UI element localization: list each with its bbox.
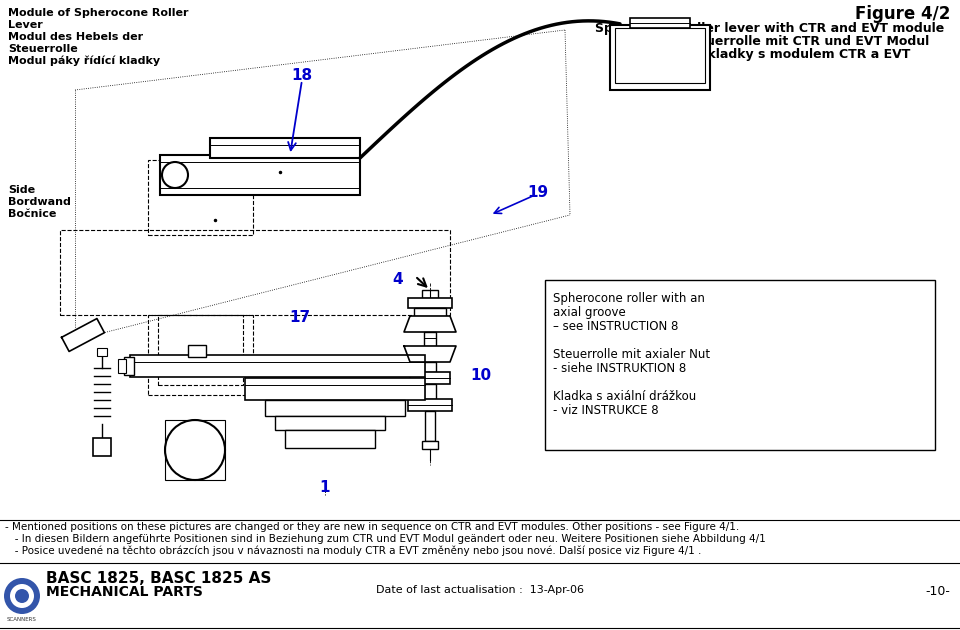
Bar <box>610 25 710 90</box>
Text: - viz INSTRUKCE 8: - viz INSTRUKCE 8 <box>553 404 659 417</box>
Polygon shape <box>404 316 456 332</box>
Bar <box>545 280 935 450</box>
Text: Figure 4/2: Figure 4/2 <box>854 5 950 23</box>
Bar <box>60 230 450 315</box>
Text: Lever: Lever <box>8 20 43 30</box>
Bar <box>148 315 253 395</box>
Bar <box>118 359 126 373</box>
Bar <box>97 348 107 356</box>
Text: Date of last actualisation :  13-Apr-06: Date of last actualisation : 13-Apr-06 <box>376 585 584 595</box>
Text: 17: 17 <box>289 310 311 325</box>
Bar <box>424 362 436 372</box>
Bar <box>425 411 435 441</box>
Bar <box>424 384 436 399</box>
Bar <box>630 18 690 28</box>
Bar <box>165 420 225 480</box>
Text: Páka řídící kladky s modulem CTR a EVT: Páka řídící kladky s modulem CTR a EVT <box>630 48 910 61</box>
Bar <box>265 400 405 416</box>
Bar <box>188 345 206 357</box>
Text: Steuerrolle mit axialer Nut: Steuerrolle mit axialer Nut <box>553 348 710 361</box>
Bar <box>408 298 452 308</box>
Bar <box>424 332 436 346</box>
Text: - In diesen Bildern angeführte Positionen sind in Beziehung zum CTR und EVT Modu: - In diesen Bildern angeführte Positione… <box>5 534 766 544</box>
Text: 10: 10 <box>470 367 492 382</box>
Bar <box>245 378 425 400</box>
Text: Modul páky řídící kladky: Modul páky řídící kladky <box>8 56 160 67</box>
Text: Kladka s axiální drážkou: Kladka s axiální drážkou <box>553 390 696 403</box>
Bar <box>422 441 438 449</box>
Text: Steuerrolle: Steuerrolle <box>8 44 78 54</box>
Text: BASC 1825, BASC 1825 AS: BASC 1825, BASC 1825 AS <box>46 571 272 586</box>
Text: 1: 1 <box>320 480 330 495</box>
Bar <box>410 372 450 384</box>
Text: SCANNERS: SCANNERS <box>7 617 36 622</box>
Text: 19: 19 <box>527 185 548 200</box>
Bar <box>160 155 360 195</box>
Bar <box>130 355 425 377</box>
Text: - Posice uvedené na těchto obrázcích jsou v návaznosti na moduly CTR a EVT změně: - Posice uvedené na těchto obrázcích jso… <box>5 546 702 556</box>
Bar <box>275 416 385 430</box>
Text: MECHANICAL PARTS: MECHANICAL PARTS <box>46 585 203 599</box>
Bar <box>210 138 360 158</box>
Text: Spherocone roller lever with CTR and EVT module: Spherocone roller lever with CTR and EVT… <box>595 22 945 35</box>
Bar <box>124 357 134 375</box>
Circle shape <box>10 584 34 608</box>
Text: 18: 18 <box>292 68 313 83</box>
Bar <box>414 308 446 316</box>
Bar <box>408 399 452 411</box>
Text: Bordwand: Bordwand <box>8 197 71 207</box>
Bar <box>285 430 375 448</box>
Polygon shape <box>404 346 456 362</box>
Bar <box>93 438 111 456</box>
Text: - Mentioned positions on these pictures are changed or they are new in sequence : - Mentioned positions on these pictures … <box>5 522 739 532</box>
Circle shape <box>4 578 40 614</box>
Text: – see INSTRUCTION 8: – see INSTRUCTION 8 <box>553 320 679 333</box>
Bar <box>422 290 438 298</box>
Text: Spherocone roller with an: Spherocone roller with an <box>553 292 705 305</box>
Text: Module of Spherocone Roller: Module of Spherocone Roller <box>8 8 188 18</box>
Bar <box>148 160 253 235</box>
Text: Hebel der Steuerrolle mit CTR und EVT Modul: Hebel der Steuerrolle mit CTR und EVT Mo… <box>611 35 929 48</box>
Bar <box>158 315 243 385</box>
Text: Side: Side <box>8 185 36 195</box>
Text: -10-: -10- <box>925 585 950 598</box>
Text: Bočnice: Bočnice <box>8 209 57 219</box>
Text: 4: 4 <box>393 272 403 287</box>
Polygon shape <box>61 319 105 352</box>
Text: - siehe INSTRUKTION 8: - siehe INSTRUKTION 8 <box>553 362 686 375</box>
Text: axial groove: axial groove <box>553 306 626 319</box>
Bar <box>615 28 705 83</box>
Text: Modul des Hebels der: Modul des Hebels der <box>8 32 143 42</box>
Circle shape <box>15 589 29 603</box>
